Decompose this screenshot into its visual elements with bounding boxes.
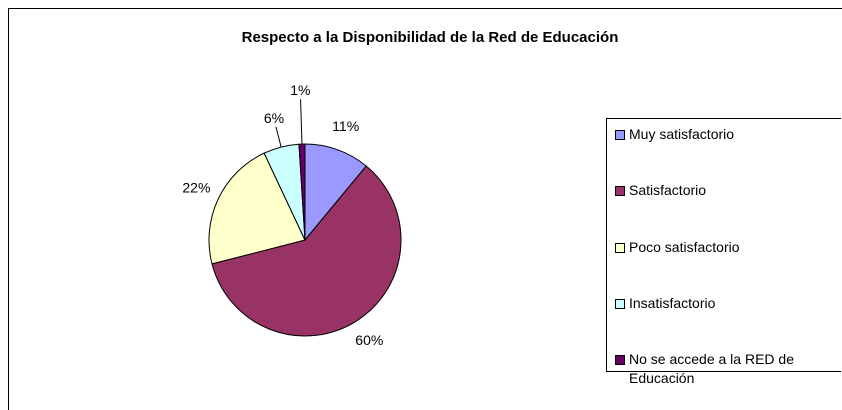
chart-border: [8, 8, 842, 410]
legend-item: Satisfactorio: [615, 181, 842, 200]
pie-slice: [304, 143, 367, 242]
legend-label: Satisfactorio: [629, 182, 707, 198]
legend: Muy satisfactorio Satisfactorio Poco satis…: [606, 118, 842, 386]
legend-swatch: [615, 130, 625, 140]
leader-line: [300, 99, 303, 145]
data-label: 1%: [290, 82, 310, 98]
legend-label: Insatisfactorio: [629, 295, 716, 311]
legend-item: No se accede a la RED de Educación: [615, 350, 842, 388]
pie-slice: [211, 165, 402, 337]
legend-label: Poco satisfactorio: [629, 239, 740, 255]
chart-title: Respecto a la Disponibilidad de la Red d…: [242, 29, 619, 46]
legend-swatch: [615, 186, 625, 196]
legend-label: Muy satisfactorio: [629, 126, 735, 142]
data-label: 11%: [332, 118, 359, 134]
pie-slice: [208, 152, 306, 265]
data-label: 22%: [182, 180, 210, 196]
leader-line: [275, 126, 282, 148]
legend-item: Poco satisfactorio: [615, 238, 842, 257]
legend-item: Muy satisfactorio: [615, 125, 842, 144]
legend-swatch: [615, 355, 625, 365]
legend-item: Insatisfactorio: [615, 294, 842, 313]
data-label: 6%: [264, 110, 284, 126]
legend-label: No se accede a la RED de Educación: [629, 351, 794, 386]
legend-swatch: [615, 299, 625, 309]
legend-swatch: [615, 243, 625, 253]
data-label: 60%: [355, 332, 383, 348]
